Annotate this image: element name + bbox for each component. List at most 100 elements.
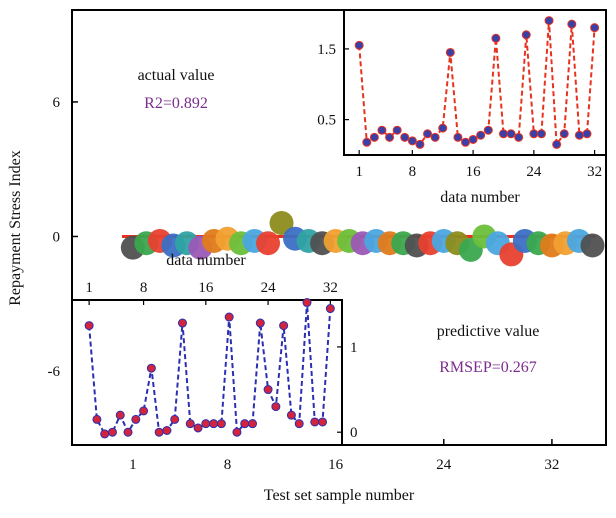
y-axis-label: Repayment Stress Index xyxy=(7,150,24,306)
pred-data-point xyxy=(318,417,328,427)
pred-data-point xyxy=(84,321,94,331)
pred-x-tick-label: 1 xyxy=(85,280,93,296)
pred-data-point xyxy=(177,318,187,328)
pred-data-point xyxy=(146,363,156,373)
main-x-tick-label: 32 xyxy=(544,457,559,473)
actual-data-point xyxy=(468,134,478,144)
data-point xyxy=(256,231,281,256)
pred-data-point xyxy=(224,312,234,322)
main-x-tick-label: 8 xyxy=(224,457,232,473)
actual-data-point xyxy=(536,129,546,139)
actual-value-title: actual value xyxy=(138,67,215,84)
pred-data-point xyxy=(92,414,102,424)
pred-data-point xyxy=(201,419,211,429)
main-y-tick-label: 0 xyxy=(53,229,61,245)
pred-y-tick-label: 0 xyxy=(350,425,358,441)
actual-data-point xyxy=(483,125,493,135)
actual-data-point xyxy=(582,129,592,139)
actual-data-point xyxy=(476,130,486,140)
pred-data-point xyxy=(216,419,226,429)
actual-data-point xyxy=(491,33,501,43)
actual-data-point xyxy=(529,129,539,139)
actual-metric: R2=0.892 xyxy=(144,95,208,112)
pred-data-point xyxy=(302,298,312,308)
actual-data-point xyxy=(498,129,508,139)
actual-x-tick-label: 8 xyxy=(409,164,417,180)
pred-data-point xyxy=(162,426,172,435)
pred-y-tick-label: 1 xyxy=(350,340,358,356)
pred-data-point xyxy=(286,410,296,420)
pred-x-tick-label: 16 xyxy=(198,280,214,296)
actual-data-point xyxy=(400,132,410,142)
actual-data-point xyxy=(559,129,569,139)
predictive-metric: RMSEP=0.267 xyxy=(439,359,537,376)
actual-y-tick-label: 1.5 xyxy=(317,42,336,58)
pred-data-point xyxy=(115,410,125,420)
actual-data-point xyxy=(590,23,600,33)
pred-data-point xyxy=(255,318,265,328)
pred-x-tick-label: 32 xyxy=(323,280,338,296)
pred-data-point xyxy=(271,402,281,412)
pred-data-point xyxy=(139,406,149,416)
pred-data-point xyxy=(240,419,250,429)
main-y-tick-label: 6 xyxy=(53,95,61,111)
actual-data-point xyxy=(392,125,402,135)
predictive-value-title: predictive value xyxy=(437,323,540,340)
pred-data-point xyxy=(131,414,141,424)
actual-data-point xyxy=(544,16,554,26)
actual-data-point xyxy=(385,132,395,142)
actual-inset-xlabel: data number xyxy=(440,189,520,206)
actual-data-point xyxy=(574,130,584,140)
actual-y-tick-label: 0.5 xyxy=(317,113,336,129)
pred-data-point xyxy=(294,419,304,429)
actual-data-point xyxy=(521,30,531,40)
pred-data-point xyxy=(310,417,320,427)
pred-data-point xyxy=(248,419,258,429)
actual-data-point xyxy=(506,129,516,139)
pred-inset-xlabel: data number xyxy=(166,252,246,269)
actual-x-tick-label: 16 xyxy=(466,164,482,180)
actual-data-point xyxy=(354,40,364,50)
pred-data-point xyxy=(193,423,203,433)
actual-x-tick-label: 24 xyxy=(526,164,542,180)
pred-data-point xyxy=(154,427,164,437)
main-x-tick-label: 1 xyxy=(129,457,137,473)
actual-data-point xyxy=(445,47,455,57)
actual-data-point xyxy=(415,139,425,149)
pred-data-point xyxy=(185,419,195,429)
actual-data-point xyxy=(453,132,463,142)
actual-data-point xyxy=(438,123,448,133)
pred-x-tick-label: 8 xyxy=(140,280,148,296)
actual-data-point xyxy=(514,132,524,142)
pred-data-point xyxy=(325,304,335,314)
actual-data-point xyxy=(430,132,440,142)
data-point xyxy=(269,211,294,236)
predictive-value-inset: data number 0 1 1 8 16 24 32 xyxy=(71,252,358,446)
actual-x-tick-label: 1 xyxy=(355,164,363,180)
pred-data-point xyxy=(123,427,133,437)
actual-data-point xyxy=(461,137,471,147)
actual-data-point xyxy=(567,19,577,29)
actual-value-inset: 0.5 1.5 1 8 16 24 32 data number xyxy=(317,9,607,206)
pred-data-point xyxy=(100,429,110,439)
actual-data-point xyxy=(407,136,417,146)
pred-data-point xyxy=(279,321,289,331)
actual-data-point xyxy=(552,139,562,149)
actual-data-point xyxy=(362,137,372,147)
pred-data-point xyxy=(232,427,242,437)
pred-data-point xyxy=(263,385,273,395)
pred-data-point xyxy=(209,419,219,429)
pred-data-point xyxy=(170,414,180,424)
main-plot: -6 0 6 1 8 16 24 32 xyxy=(48,95,605,473)
actual-x-tick-label: 32 xyxy=(587,164,602,180)
main-y-tick-label: -6 xyxy=(48,364,61,380)
pred-data-point xyxy=(107,427,117,437)
actual-data-point xyxy=(423,129,433,139)
main-x-tick-label: 24 xyxy=(436,457,452,473)
main-x-tick-label: 16 xyxy=(328,457,344,473)
actual-data-point xyxy=(369,132,379,142)
data-point xyxy=(580,233,605,258)
x-axis-label: Test set sample number xyxy=(264,487,415,504)
pred-x-tick-label: 24 xyxy=(261,280,277,296)
